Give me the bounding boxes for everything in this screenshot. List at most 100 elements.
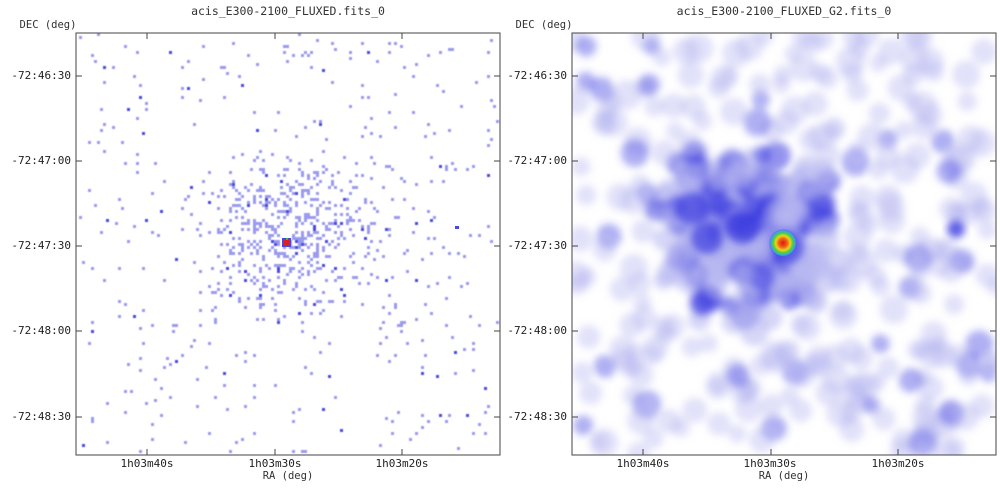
- count-pixel: [91, 330, 94, 333]
- count-pixel: [289, 207, 292, 210]
- count-pixel: [154, 399, 157, 402]
- count-pixel: [286, 168, 289, 171]
- count-pixel: [217, 207, 220, 210]
- count-pixel: [367, 282, 370, 285]
- count-pixel: [349, 57, 352, 60]
- count-pixel: [262, 258, 265, 261]
- count-pixel: [472, 342, 475, 345]
- count-pixel: [454, 168, 457, 171]
- count-pixel: [370, 132, 373, 135]
- count-pixel: [277, 243, 280, 246]
- flux-blob: [868, 102, 891, 125]
- flux-blob: [595, 98, 619, 121]
- count-pixel: [370, 273, 373, 276]
- count-pixel: [238, 252, 241, 255]
- count-pixel: [247, 228, 250, 231]
- count-pixel: [283, 252, 286, 255]
- flux-blob: [651, 140, 678, 166]
- tick-marks-1: [572, 33, 996, 455]
- count-pixel: [316, 261, 319, 264]
- count-pixel: [310, 51, 313, 54]
- count-pixel: [286, 60, 289, 63]
- count-pixel: [193, 261, 196, 264]
- count-pixel: [184, 441, 187, 444]
- count-pixel: [301, 321, 304, 324]
- y-axis-label-0: DEC (deg): [20, 19, 77, 31]
- count-pixel: [301, 234, 304, 237]
- count-pixel: [451, 48, 454, 51]
- count-pixel: [139, 96, 142, 99]
- count-pixel: [271, 288, 274, 291]
- count-pixel: [325, 255, 328, 258]
- flux-blob: [869, 54, 888, 73]
- count-pixel: [136, 162, 139, 165]
- count-pixel: [280, 180, 283, 183]
- count-pixel: [229, 252, 232, 255]
- count-pixel: [175, 360, 178, 363]
- flux-blob: [773, 65, 793, 85]
- flux-blob: [804, 290, 828, 314]
- count-pixel: [253, 228, 256, 231]
- count-pixel: [163, 366, 166, 369]
- count-pixel: [283, 174, 286, 177]
- tick-marks-0: [76, 33, 500, 455]
- count-pixel: [415, 63, 418, 66]
- count-pixel: [343, 198, 346, 201]
- count-pixel: [295, 285, 298, 288]
- count-pixel: [277, 270, 280, 273]
- count-pixel: [313, 231, 316, 234]
- count-pixel: [310, 372, 313, 375]
- count-pixel: [199, 324, 202, 327]
- count-pixel: [151, 231, 154, 234]
- flux-blob: [902, 64, 925, 86]
- count-pixel: [331, 270, 334, 273]
- count-pixel: [253, 111, 256, 114]
- count-pixel: [442, 246, 445, 249]
- count-pixel: [478, 234, 481, 237]
- count-pixel: [370, 156, 373, 159]
- count-pixel: [424, 354, 427, 357]
- count-pixel: [445, 297, 448, 300]
- count-pixel: [346, 213, 349, 216]
- count-pixel: [301, 171, 304, 174]
- flux-blob: [573, 415, 594, 436]
- count-pixel: [154, 378, 157, 381]
- count-pixel: [175, 258, 178, 261]
- count-pixel: [361, 42, 364, 45]
- count-pixel: [439, 414, 442, 417]
- count-pixel: [469, 315, 472, 318]
- count-pixel: [355, 210, 358, 213]
- count-pixel: [274, 252, 277, 255]
- count-pixel: [118, 315, 121, 318]
- count-pixel: [151, 423, 154, 426]
- count-pixel: [403, 180, 406, 183]
- count-pixel: [226, 243, 229, 246]
- count-pixel: [355, 276, 358, 279]
- count-pixel: [328, 255, 331, 258]
- count-pixel: [208, 342, 211, 345]
- flux-blob: [742, 195, 762, 215]
- flux-blob: [653, 270, 674, 290]
- count-pixel: [286, 204, 289, 207]
- count-pixel: [196, 378, 199, 381]
- count-pixel: [235, 210, 238, 213]
- count-pixel: [172, 330, 175, 333]
- count-pixel: [442, 90, 445, 93]
- count-pixel: [370, 117, 373, 120]
- count-pixel: [268, 267, 271, 270]
- flux-blob: [749, 73, 771, 95]
- source-edge: [286, 238, 288, 240]
- count-pixel: [187, 87, 190, 90]
- count-pixel: [448, 414, 451, 417]
- count-pixel: [361, 228, 364, 231]
- flux-blob: [575, 71, 596, 92]
- count-pixel: [298, 276, 301, 279]
- flux-blob: [842, 33, 866, 49]
- count-pixel: [217, 282, 220, 285]
- count-pixel: [310, 222, 313, 225]
- count-pixel: [298, 162, 301, 165]
- count-pixel: [457, 447, 460, 450]
- count-pixel: [298, 240, 301, 243]
- count-pixel: [367, 246, 370, 249]
- count-pixel: [127, 108, 130, 111]
